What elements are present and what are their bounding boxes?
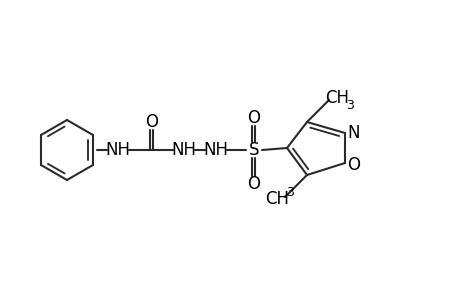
Text: 3: 3: [345, 98, 353, 112]
Text: NH: NH: [203, 141, 228, 159]
Text: O: O: [247, 109, 260, 127]
Text: S: S: [248, 141, 259, 159]
Text: O: O: [247, 175, 260, 193]
Text: O: O: [145, 113, 158, 131]
Text: NH: NH: [171, 141, 196, 159]
Text: CH: CH: [325, 89, 348, 107]
Text: CH: CH: [264, 190, 288, 208]
Text: N: N: [347, 124, 359, 142]
Text: O: O: [347, 156, 360, 174]
Text: NH: NH: [105, 141, 130, 159]
Text: 3: 3: [285, 185, 293, 199]
